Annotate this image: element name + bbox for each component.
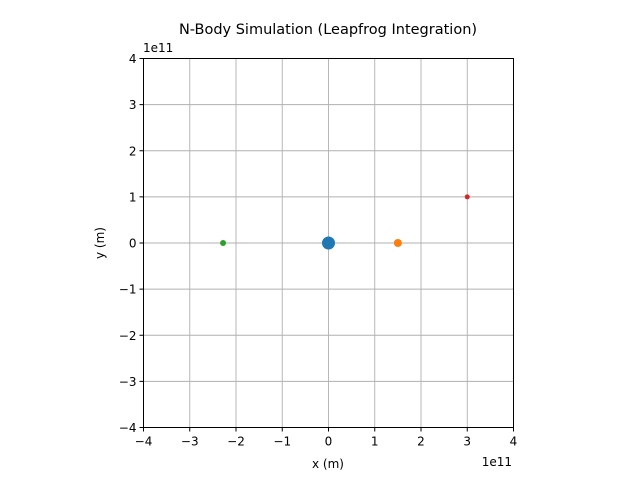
axis-ticks: −4 −3 −2 −1 0 1 2 3 4 −4 −3 −2 −1 0 1 2 3 4: [119, 52, 518, 449]
y-tick-label: 2: [129, 144, 137, 158]
y-tick-label: 0: [129, 237, 137, 251]
body-point: [220, 240, 227, 246]
y-tick-label: 4: [129, 52, 137, 66]
data-points: [220, 194, 470, 250]
y-tick-label: −4: [119, 421, 137, 435]
x-tick-label: 2: [417, 435, 425, 449]
x-axis-label: x (m): [312, 457, 344, 471]
x-tick-label: 3: [463, 435, 471, 449]
body-point: [393, 239, 402, 247]
y-tick-label: 1: [129, 190, 137, 204]
x-tick-label: −3: [181, 435, 199, 449]
y-tick-label: −1: [119, 283, 137, 297]
y-axis-label: y (m): [93, 227, 107, 259]
x-tick-label: −1: [273, 435, 291, 449]
chart-title: N-Body Simulation (Leapfrog Integration): [179, 22, 477, 38]
y-tick-label: −3: [119, 375, 137, 389]
x-offset-label: 1e11: [482, 455, 512, 469]
y-offset-label: 1e11: [143, 41, 173, 55]
x-tick-label: 1: [371, 435, 379, 449]
body-point: [322, 236, 335, 250]
plot-frame: [143, 58, 514, 428]
y-tick-label: 3: [129, 98, 137, 112]
body-point: [464, 194, 470, 200]
x-tick-label: −4: [135, 435, 153, 449]
x-tick-label: 0: [325, 435, 333, 449]
x-tick-label: 4: [510, 435, 518, 449]
y-tick-label: −2: [119, 329, 137, 343]
x-tick-label: −2: [227, 435, 245, 449]
